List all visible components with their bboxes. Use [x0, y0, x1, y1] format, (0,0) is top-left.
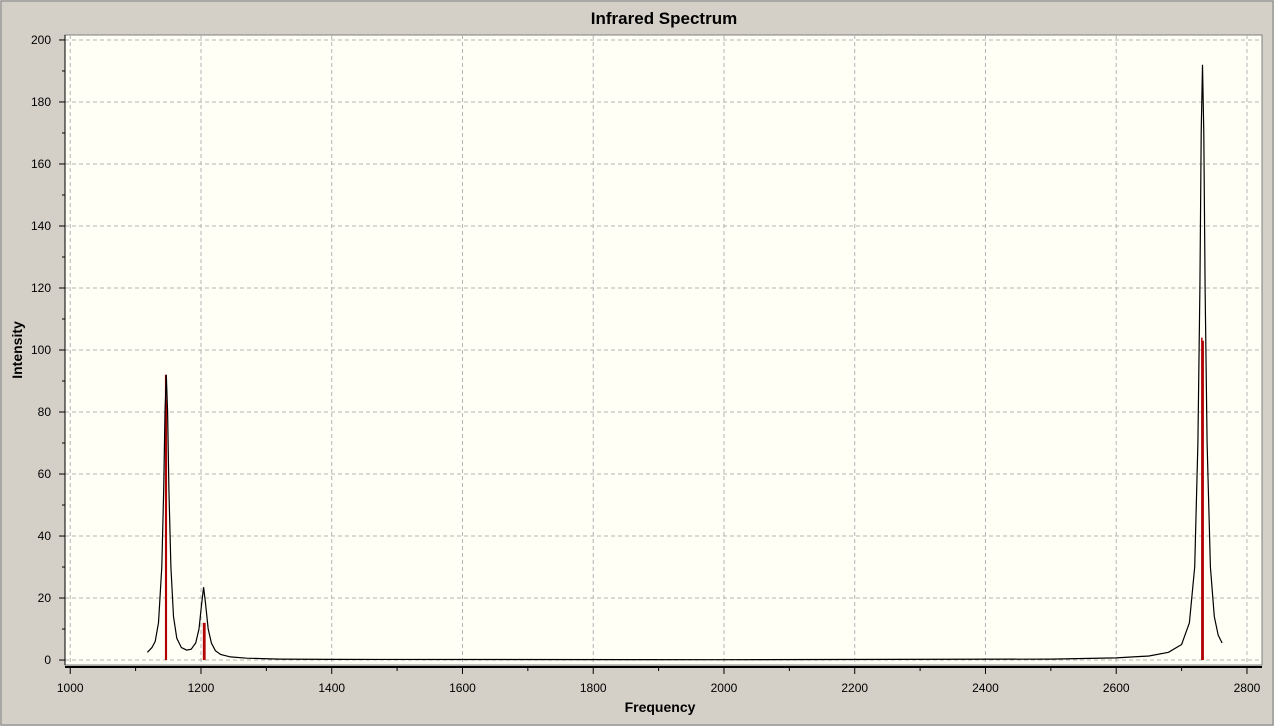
y-tick-label: 200 [31, 33, 51, 47]
x-tick-label: 1200 [188, 681, 215, 695]
y-tick-label: 0 [44, 653, 51, 667]
y-tick-label: 40 [38, 529, 52, 543]
y-tick-label: 100 [31, 343, 51, 357]
x-axis-label: Frequency [625, 699, 696, 715]
chart-title: Infrared Spectrum [591, 9, 737, 28]
stick-series [164, 337, 1204, 661]
y-tick-label: 20 [38, 591, 52, 605]
y-tick-label: 120 [31, 281, 51, 295]
y-tick-label: 160 [31, 157, 51, 171]
x-tick-label: 2200 [841, 681, 868, 695]
x-tick-label: 2800 [1234, 681, 1261, 695]
spectrum-curve [146, 64, 1223, 661]
y-tick-label: 80 [38, 405, 52, 419]
axes: 1000 1200 1400 1600 1800 2000 2200 2400 2600 2800… [31, 33, 1262, 695]
x-tick-label: 1400 [318, 681, 345, 695]
y-tick-label: 60 [38, 467, 52, 481]
x-tick-label: 2000 [711, 681, 738, 695]
y-axis-label: Intensity [9, 321, 25, 379]
y-tick-label: 140 [31, 219, 51, 233]
y-tick-label: 180 [31, 95, 51, 109]
grid [65, 35, 1262, 665]
x-tick-label: 2600 [1103, 681, 1130, 695]
x-tick-label: 1600 [449, 681, 476, 695]
x-tick-label: 1000 [57, 681, 84, 695]
x-tick-label: 2400 [972, 681, 999, 695]
x-tick-label: 1800 [580, 681, 607, 695]
